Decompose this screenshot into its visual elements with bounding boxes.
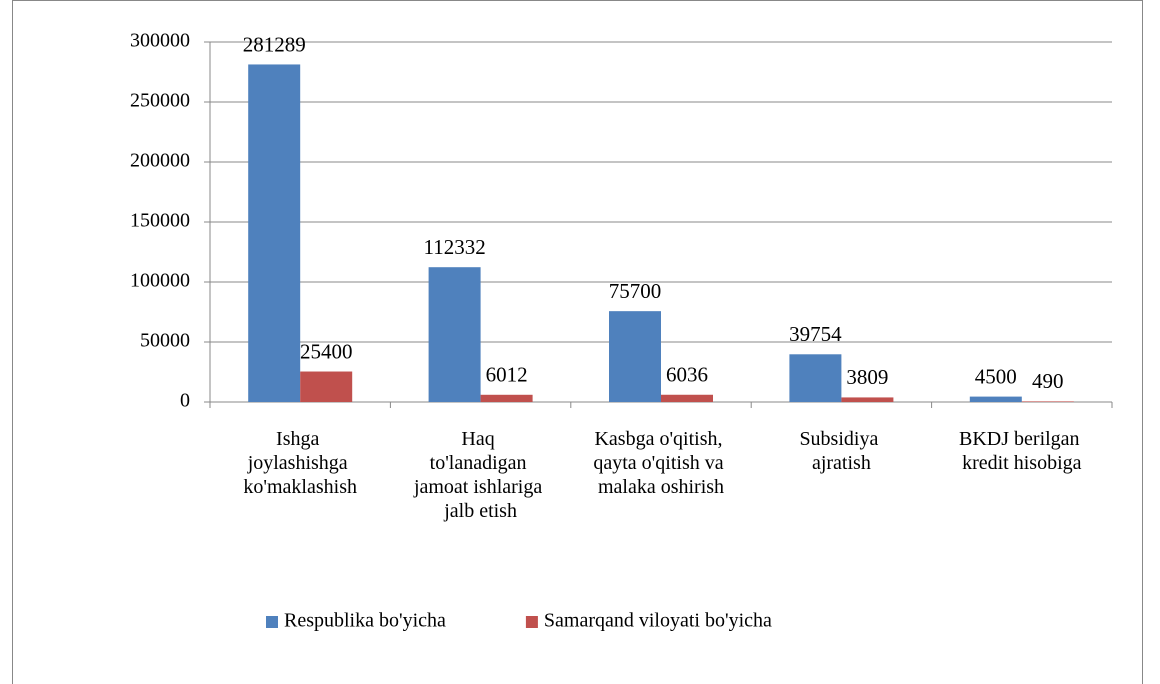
bar xyxy=(661,394,713,402)
value-label: 75700 xyxy=(609,279,662,303)
value-label: 39754 xyxy=(789,322,842,346)
value-label: 6036 xyxy=(666,363,708,387)
x-tick-label: Ishga joylashishga ko'maklashish xyxy=(243,428,357,498)
bar xyxy=(248,64,301,403)
y-tick-label: 200000 xyxy=(130,150,190,172)
bar xyxy=(969,396,1022,402)
x-tick-label: Subsidiya ajratish xyxy=(799,428,883,474)
x-tick-label: BKDJ berilgan kredit hisobiga xyxy=(959,428,1085,474)
x-tick-label: Kasbga o'qitish, qayta o'qitish va malak… xyxy=(593,428,728,498)
y-tick-label: 100000 xyxy=(130,270,190,292)
value-label: 490 xyxy=(1032,369,1064,393)
value-label: 6012 xyxy=(486,363,528,387)
bar xyxy=(1021,401,1074,402)
y-tick-label: 0 xyxy=(180,390,190,412)
value-label: 3809 xyxy=(846,365,888,389)
value-label: 281289 xyxy=(243,32,306,56)
bar xyxy=(428,267,481,402)
bar xyxy=(609,311,661,402)
value-label: 4500 xyxy=(975,364,1017,388)
y-tick-label: 250000 xyxy=(130,90,190,112)
y-tick-label: 50000 xyxy=(140,330,190,352)
legend-swatch xyxy=(525,616,538,628)
x-tick-label: Haq to'lanadigan jamoat ishlariga jalb e… xyxy=(413,428,547,522)
legend-label: Respublika bo'yicha xyxy=(284,610,446,632)
bar xyxy=(300,371,353,402)
legend-swatch xyxy=(266,616,278,628)
bar xyxy=(480,394,533,402)
bar xyxy=(841,397,894,402)
bar xyxy=(789,354,842,402)
value-label: 25400 xyxy=(300,339,353,363)
legend-label: Samarqand viloyati bo'yicha xyxy=(544,610,772,632)
y-tick-label: 300000 xyxy=(130,30,190,52)
value-label: 112332 xyxy=(423,235,485,259)
y-tick-label: 150000 xyxy=(130,210,190,232)
